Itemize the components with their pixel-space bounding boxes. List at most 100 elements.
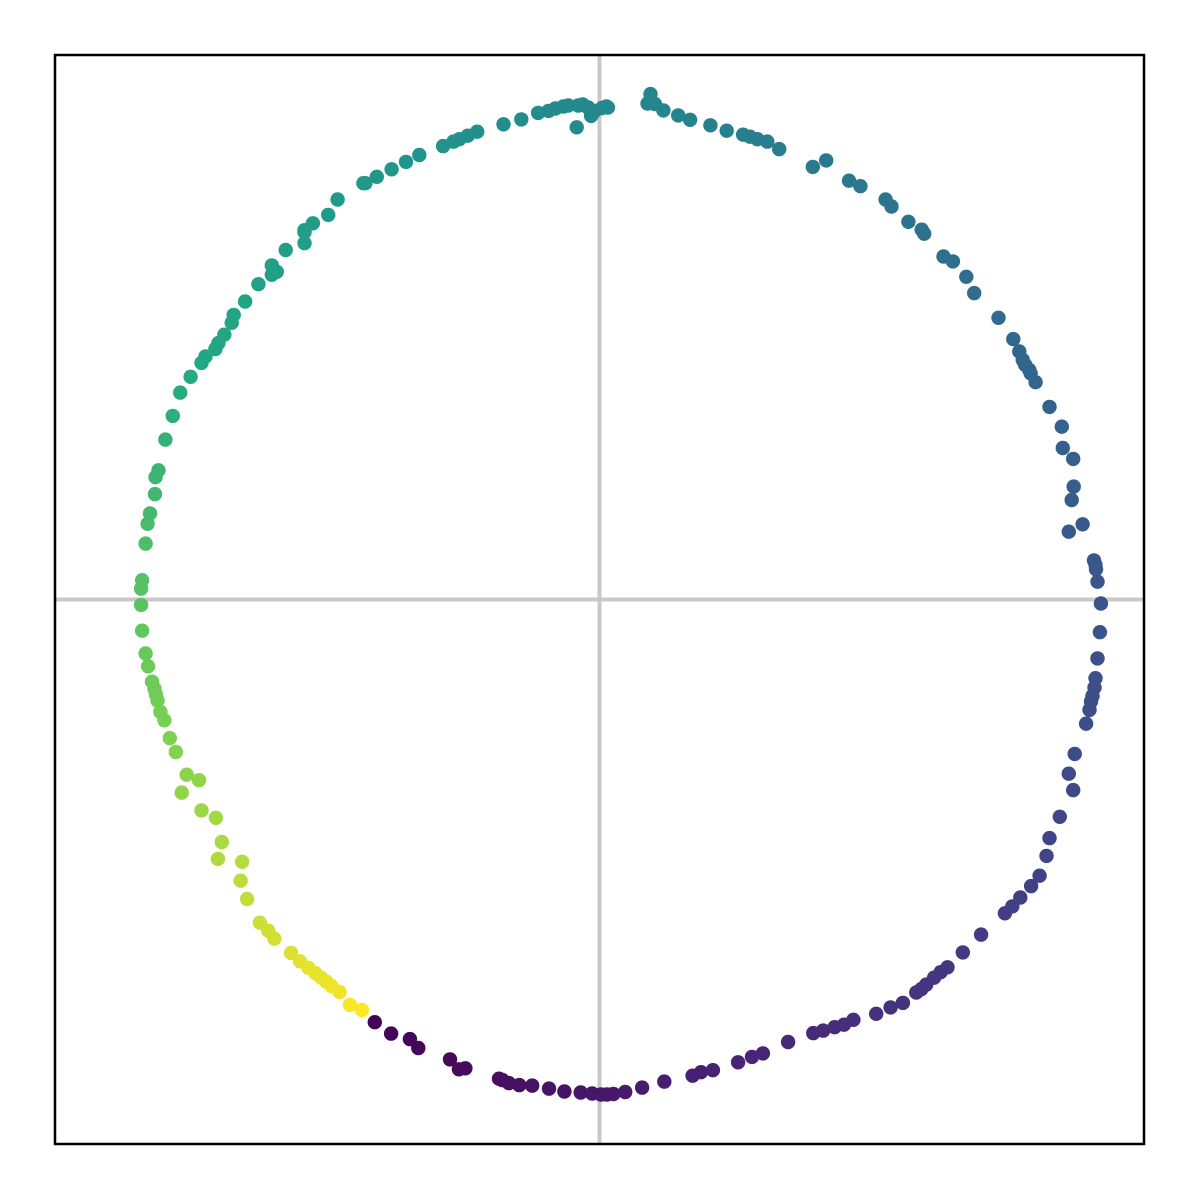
data-point	[148, 487, 162, 501]
data-point	[656, 103, 670, 117]
data-point	[806, 160, 820, 174]
data-point	[570, 120, 584, 134]
data-point	[1042, 400, 1056, 414]
data-point	[173, 385, 187, 399]
data-point	[1094, 596, 1108, 610]
data-point	[1039, 849, 1053, 863]
data-point	[180, 768, 194, 782]
data-point	[175, 785, 189, 799]
data-point	[884, 199, 898, 213]
data-point	[265, 268, 279, 282]
data-point	[901, 215, 915, 229]
data-point	[1005, 899, 1019, 913]
data-point	[1089, 562, 1103, 576]
data-point	[143, 506, 157, 520]
data-point	[138, 536, 152, 550]
data-point	[781, 1035, 795, 1049]
data-point	[343, 998, 357, 1012]
data-point	[211, 336, 225, 350]
data-point	[1067, 479, 1081, 493]
data-point	[1093, 625, 1107, 639]
data-point	[151, 463, 165, 477]
data-point	[1062, 525, 1076, 539]
data-point	[557, 1084, 571, 1098]
data-point	[525, 1078, 539, 1092]
data-point	[1090, 651, 1104, 665]
data-point	[470, 125, 484, 139]
data-point	[946, 254, 960, 268]
data-point	[853, 179, 867, 193]
data-point	[1042, 831, 1056, 845]
data-point	[706, 1063, 720, 1077]
data-point	[1068, 747, 1082, 761]
data-point	[1090, 575, 1104, 589]
data-point	[1066, 452, 1080, 466]
data-point	[896, 996, 910, 1010]
data-point	[330, 192, 344, 206]
data-point	[640, 96, 654, 110]
data-point	[169, 745, 183, 759]
data-point	[368, 1015, 382, 1029]
data-point	[141, 659, 155, 673]
data-point	[584, 109, 598, 123]
data-point	[869, 1007, 883, 1021]
data-point	[399, 155, 413, 169]
data-point	[194, 803, 208, 817]
data-point	[909, 985, 923, 999]
data-point	[967, 286, 981, 300]
data-point	[321, 208, 335, 222]
data-point	[163, 731, 177, 745]
data-point	[991, 311, 1005, 325]
data-point	[657, 1074, 671, 1088]
data-point	[1006, 332, 1020, 346]
data-point	[1079, 717, 1093, 731]
data-point	[1055, 420, 1069, 434]
data-point	[760, 134, 774, 148]
data-point	[703, 118, 717, 132]
data-point	[166, 409, 180, 423]
data-point	[412, 148, 426, 162]
data-point	[452, 1062, 466, 1076]
data-point	[542, 1081, 556, 1095]
data-point	[238, 294, 252, 308]
data-point	[384, 1026, 398, 1040]
data-point	[279, 243, 293, 257]
data-point	[227, 308, 241, 322]
data-point	[731, 1055, 745, 1069]
data-point	[1065, 493, 1079, 507]
data-point	[183, 370, 197, 384]
data-point	[1056, 441, 1070, 455]
data-point	[574, 1085, 588, 1099]
data-point	[1075, 517, 1089, 531]
data-point	[233, 874, 247, 888]
data-point	[772, 142, 786, 156]
data-point	[370, 170, 384, 184]
data-point	[496, 117, 510, 131]
data-point	[384, 162, 398, 176]
data-point	[284, 946, 298, 960]
data-point	[306, 216, 320, 230]
data-point	[251, 277, 265, 291]
data-point	[492, 1072, 506, 1086]
data-point	[959, 270, 973, 284]
data-point	[883, 1000, 897, 1014]
data-point	[720, 124, 734, 138]
data-point	[253, 916, 267, 930]
data-point	[683, 113, 697, 127]
data-point	[1024, 879, 1038, 893]
data-point	[917, 227, 931, 241]
data-point	[403, 1032, 417, 1046]
data-point	[1053, 810, 1067, 824]
data-point	[635, 1080, 649, 1094]
data-point	[685, 1069, 699, 1083]
data-point	[1082, 703, 1096, 717]
data-point	[135, 624, 149, 638]
data-point	[1028, 375, 1042, 389]
data-point	[145, 675, 159, 689]
data-point	[1062, 767, 1076, 781]
data-point	[135, 573, 149, 587]
data-point	[819, 153, 833, 167]
data-point	[192, 773, 206, 787]
